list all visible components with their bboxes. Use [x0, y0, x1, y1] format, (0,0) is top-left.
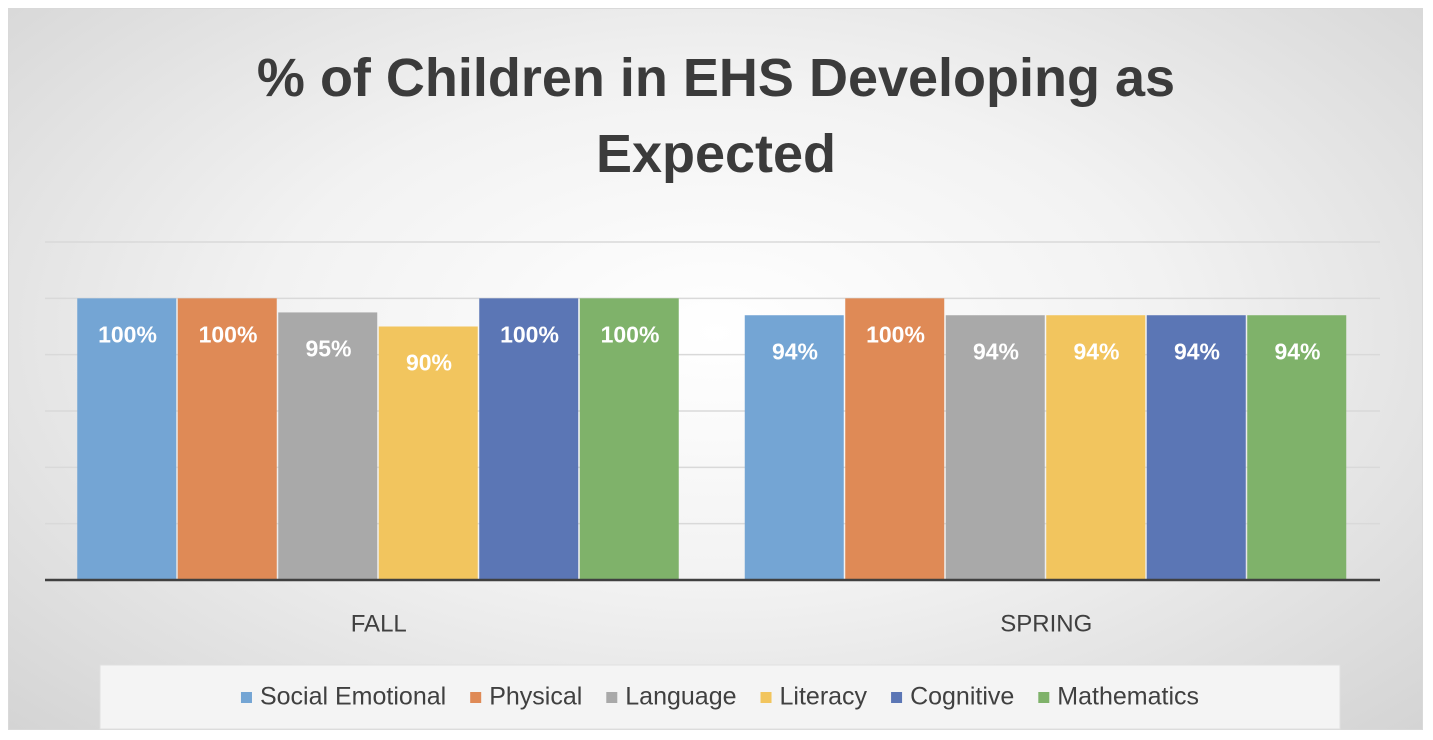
bar — [1146, 315, 1246, 580]
data-label: 100% — [601, 321, 660, 347]
data-label: 94% — [1073, 338, 1119, 364]
legend-label: Social Emotional — [260, 683, 446, 711]
bar — [579, 298, 679, 580]
data-label: 94% — [1274, 338, 1320, 364]
data-label: 100% — [98, 321, 157, 347]
legend-label: Language — [625, 683, 736, 711]
bar — [945, 315, 1045, 580]
legend-swatch — [891, 692, 903, 703]
legend-box — [99, 664, 1341, 730]
data-label: 94% — [973, 338, 1019, 364]
bar — [278, 312, 378, 580]
bar — [378, 326, 478, 580]
data-label: 95% — [305, 335, 351, 361]
legend-label: Physical — [489, 683, 582, 711]
x-tick-label: SPRING — [1000, 610, 1092, 637]
legend-swatch — [470, 692, 482, 703]
data-label: 100% — [500, 321, 559, 347]
data-label: 94% — [1174, 338, 1220, 364]
bar — [479, 298, 579, 580]
bar — [1046, 315, 1146, 580]
legend-label: Cognitive — [910, 683, 1014, 711]
data-label: 90% — [406, 350, 452, 376]
bar — [845, 298, 945, 580]
data-label: 94% — [772, 338, 818, 364]
bar — [177, 298, 277, 580]
legend-swatch — [606, 692, 618, 703]
bar — [1247, 315, 1347, 580]
legend-swatch — [760, 692, 772, 703]
data-label: 100% — [866, 321, 925, 347]
bar — [744, 315, 844, 580]
legend-label: Literacy — [780, 683, 868, 711]
chart-title: % of Children in EHS Developing as Expec… — [256, 48, 1176, 184]
legend-swatch — [1038, 692, 1050, 703]
legend-label: Mathematics — [1057, 683, 1199, 711]
data-label: 100% — [199, 321, 258, 347]
x-tick-label: FALL — [351, 610, 407, 637]
legend-swatch — [240, 692, 252, 703]
bar — [77, 298, 177, 580]
